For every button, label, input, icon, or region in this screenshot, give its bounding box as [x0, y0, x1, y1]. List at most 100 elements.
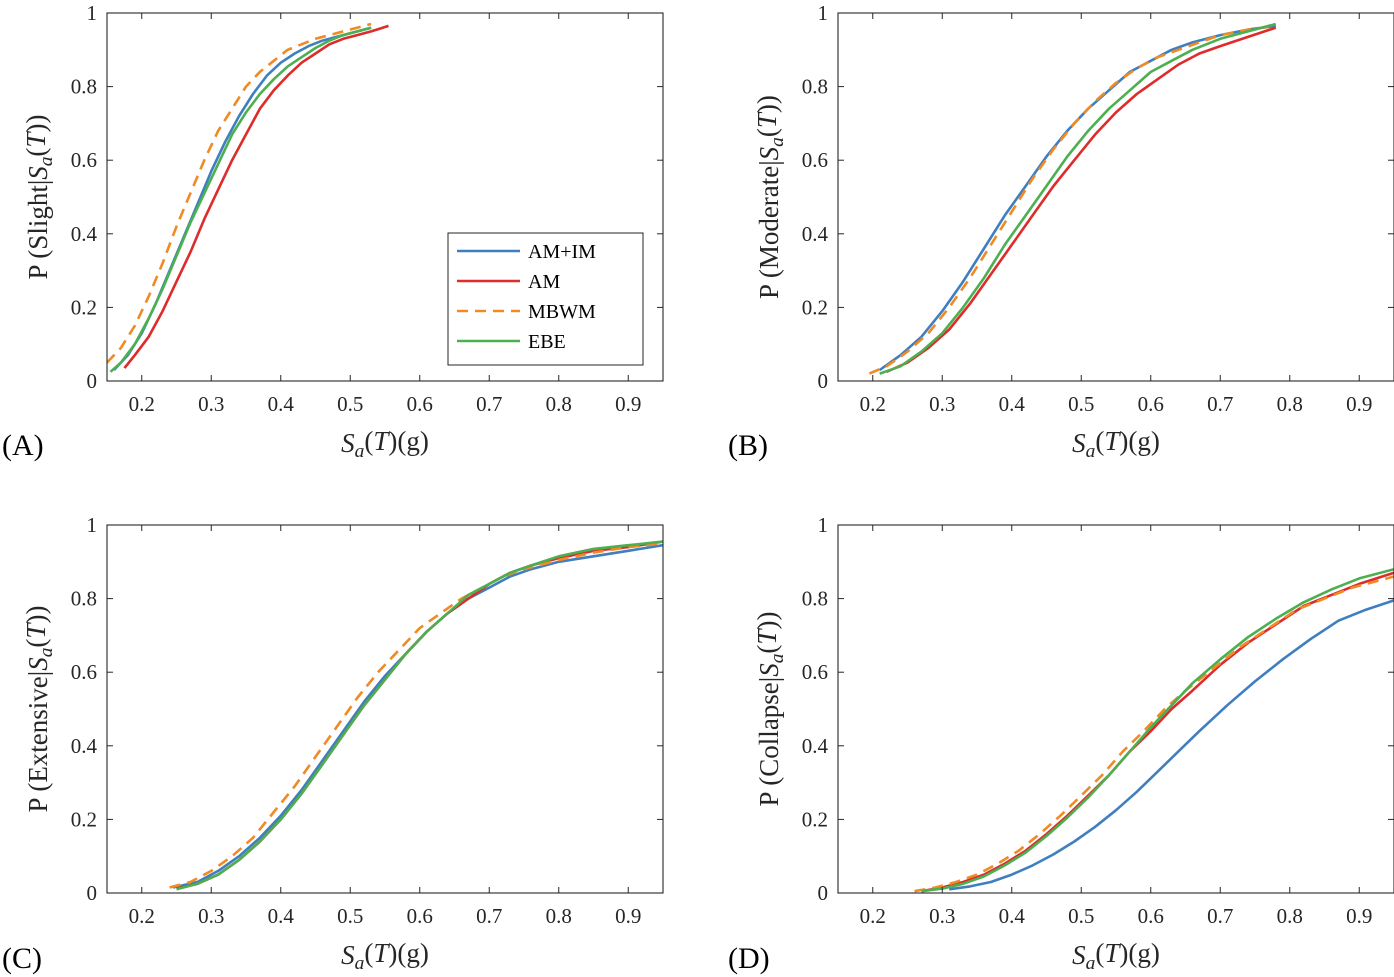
x-tick-label: 0.6 [407, 392, 433, 416]
x-tick-label: 0.4 [999, 904, 1026, 928]
y-tick-label: 0.2 [802, 807, 828, 831]
legend-label: MBWM [528, 301, 596, 323]
series-line-am [921, 571, 1394, 893]
series-line-am-im [949, 599, 1394, 891]
series-line-am [176, 540, 663, 890]
x-tick-label: 0.7 [476, 904, 502, 928]
legend-label: AM [528, 271, 560, 293]
panel-label: (D) [728, 942, 770, 975]
y-tick-label: 1 [818, 513, 829, 537]
y-tick-label: 0 [87, 881, 98, 905]
x-tick-label: 0.3 [198, 392, 224, 416]
series-group [914, 567, 1394, 893]
legend: AM+IM AM MBWM EBE [447, 232, 644, 366]
panel-label: (B) [728, 429, 768, 462]
y-tick-label: 0.4 [71, 734, 98, 758]
x-tick-label: 0.4 [268, 904, 295, 928]
series-line-ebe [879, 22, 1277, 375]
x-axis-label: Sa(T)(g) [1072, 426, 1160, 462]
legend-box [447, 232, 644, 366]
x-tick-label: 0.2 [129, 904, 155, 928]
series-group [169, 540, 663, 891]
x-tick-label: 0.2 [860, 904, 886, 928]
series-line-am [886, 26, 1277, 373]
series-line-mbwm [868, 24, 1276, 375]
series-line-mbwm [107, 22, 372, 364]
series-line-mbwm [169, 542, 663, 889]
y-tick-label: 0 [87, 369, 98, 393]
y-tick-label: 0.4 [71, 222, 98, 246]
series-line-am-im [172, 543, 663, 889]
x-tick-label: 0.3 [929, 904, 955, 928]
y-axis-label: P (Moderate|Sa(T)) [752, 95, 788, 299]
x-axis-label: Sa(T)(g) [1072, 938, 1160, 974]
series-line-mbwm [914, 575, 1394, 893]
x-tick-label: 0.9 [1346, 904, 1372, 928]
x-tick-label: 0.3 [929, 392, 955, 416]
series-line-am-im [878, 24, 1276, 372]
y-tick-label: 0.6 [71, 148, 97, 172]
y-axis-label: P (Slight|Sa(T)) [21, 115, 57, 280]
y-tick-label: 0.4 [802, 222, 829, 246]
chart-panel-2: 0.2 0.3 0.4 0.5 0.6 0.7 0.8 0.9 0 0.2 0.4 0.6 0.8 1 Sa… [728, 1, 1394, 462]
y-tick-label: 1 [87, 513, 98, 537]
y-tick-label: 0.4 [802, 734, 829, 758]
axes-frame [106, 524, 664, 894]
x-tick-label: 0.8 [546, 392, 572, 416]
x-tick-label: 0.8 [1277, 904, 1303, 928]
x-tick-label: 0.6 [1138, 392, 1164, 416]
y-tick-label: 0.6 [802, 148, 828, 172]
series-line-ebe [176, 540, 663, 891]
series-line-ebe [109, 26, 372, 373]
y-tick-label: 1 [818, 1, 829, 25]
x-tick-label: 0.5 [1068, 904, 1094, 928]
x-tick-label: 0.9 [1346, 392, 1372, 416]
series-line-am [123, 24, 389, 369]
series-line-ebe [921, 567, 1394, 893]
chart-panel-3: 0.2 0.3 0.4 0.5 0.6 0.7 0.8 0.9 0 0.2 0.4 0.6 0.8 1 Sa… [2, 513, 664, 975]
x-tick-label: 0.2 [129, 392, 155, 416]
x-tick-label: 0.9 [615, 904, 641, 928]
y-tick-label: 0.2 [71, 807, 97, 831]
x-tick-label: 0.6 [1138, 904, 1164, 928]
x-tick-label: 0.5 [1068, 392, 1094, 416]
x-tick-label: 0.3 [198, 904, 224, 928]
y-axis-label: P (Collapse|Sa(T)) [752, 612, 788, 807]
series-group [868, 22, 1277, 375]
x-tick-label: 0.7 [1207, 904, 1233, 928]
x-tick-label: 0.2 [860, 392, 886, 416]
y-tick-label: 0 [818, 881, 829, 905]
y-tick-label: 0.2 [71, 295, 97, 319]
x-tick-label: 0.7 [476, 392, 502, 416]
axes-frame [837, 524, 1394, 894]
axes-frame [106, 12, 664, 382]
x-tick-label: 0.5 [337, 904, 363, 928]
y-tick-label: 0.8 [71, 587, 97, 611]
axes-frame [837, 12, 1394, 382]
y-tick-label: 0.6 [71, 660, 97, 684]
series-line-am-im [113, 26, 372, 371]
x-tick-label: 0.9 [615, 392, 641, 416]
x-axis-label: Sa(T)(g) [341, 938, 429, 974]
legend-label: AM+IM [528, 241, 596, 263]
y-tick-label: 0.8 [71, 75, 97, 99]
chart-panel-1: 0.2 0.3 0.4 0.5 0.6 0.7 0.8 0.9 0 0.2 0.4 0.6 0.8 1 Sa… [2, 1, 664, 462]
legend-label: EBE [528, 331, 566, 353]
x-tick-label: 0.8 [1277, 392, 1303, 416]
y-tick-label: 0 [818, 369, 829, 393]
y-tick-label: 0.2 [802, 295, 828, 319]
y-tick-label: 0.6 [802, 660, 828, 684]
chart-panel-4: 0.2 0.3 0.4 0.5 0.6 0.7 0.8 0.9 0 0.2 0.4 0.6 0.8 1 Sa… [728, 513, 1394, 975]
x-axis-label: Sa(T)(g) [341, 426, 429, 462]
x-tick-label: 0.4 [999, 392, 1026, 416]
x-tick-label: 0.8 [546, 904, 572, 928]
series-group [107, 22, 389, 373]
x-tick-label: 0.6 [407, 904, 433, 928]
x-tick-label: 0.7 [1207, 392, 1233, 416]
x-tick-label: 0.4 [268, 392, 295, 416]
y-tick-label: 1 [87, 1, 98, 25]
x-tick-label: 0.5 [337, 392, 363, 416]
panel-label: (C) [2, 942, 42, 975]
y-tick-label: 0.8 [802, 587, 828, 611]
